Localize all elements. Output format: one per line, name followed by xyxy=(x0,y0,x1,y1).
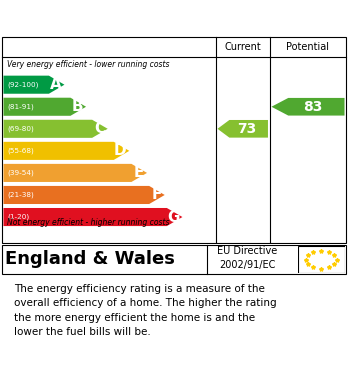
Text: C: C xyxy=(94,121,105,136)
Text: (1-20): (1-20) xyxy=(7,214,29,220)
Polygon shape xyxy=(3,208,182,226)
Text: EU Directive
2002/91/EC: EU Directive 2002/91/EC xyxy=(217,246,277,270)
Text: (92-100): (92-100) xyxy=(7,81,38,88)
Text: England & Wales: England & Wales xyxy=(5,250,175,268)
Polygon shape xyxy=(3,164,147,182)
Text: E: E xyxy=(134,165,144,180)
Text: (21-38): (21-38) xyxy=(7,192,34,198)
Text: Current: Current xyxy=(224,42,261,52)
Text: The energy efficiency rating is a measure of the
overall efficiency of a home. T: The energy efficiency rating is a measur… xyxy=(14,284,277,337)
Polygon shape xyxy=(218,120,268,138)
Text: (69-80): (69-80) xyxy=(7,126,34,132)
Polygon shape xyxy=(3,142,129,160)
Text: (81-91): (81-91) xyxy=(7,104,34,110)
Text: (39-54): (39-54) xyxy=(7,170,34,176)
Text: Energy Efficiency Rating: Energy Efficiency Rating xyxy=(10,9,239,27)
Polygon shape xyxy=(3,120,108,138)
Text: F: F xyxy=(151,187,162,203)
Text: D: D xyxy=(114,143,127,158)
Text: 73: 73 xyxy=(237,122,256,136)
Text: G: G xyxy=(167,210,180,224)
Polygon shape xyxy=(3,75,64,94)
Text: Potential: Potential xyxy=(286,42,330,52)
Text: A: A xyxy=(50,77,62,92)
Text: (55-68): (55-68) xyxy=(7,148,34,154)
Text: B: B xyxy=(72,99,83,114)
Text: 83: 83 xyxy=(303,100,323,114)
Polygon shape xyxy=(3,98,86,116)
Polygon shape xyxy=(271,98,345,116)
Polygon shape xyxy=(3,186,165,204)
Text: Not energy efficient - higher running costs: Not energy efficient - higher running co… xyxy=(7,218,169,227)
Text: Very energy efficient - lower running costs: Very energy efficient - lower running co… xyxy=(7,60,169,69)
